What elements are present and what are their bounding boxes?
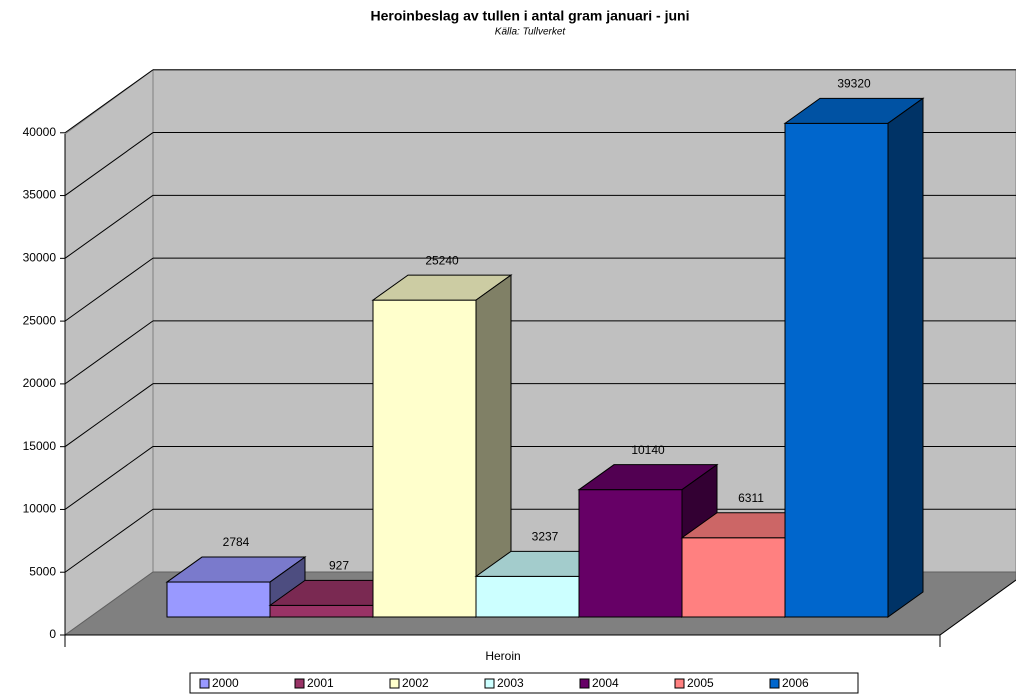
bar-side bbox=[887, 97, 924, 618]
y-tick-label: 40000 bbox=[23, 125, 57, 139]
y-tick-label: 15000 bbox=[23, 439, 57, 453]
legend-label: 2003 bbox=[497, 676, 524, 690]
bar bbox=[578, 489, 683, 618]
value-label: 927 bbox=[329, 559, 349, 573]
y-tick-label: 5000 bbox=[29, 564, 56, 578]
bar bbox=[681, 537, 786, 618]
value-label: 2784 bbox=[223, 535, 250, 549]
value-label: 39320 bbox=[837, 76, 871, 90]
category-label: Heroin bbox=[485, 649, 520, 663]
legend-label: 2002 bbox=[402, 676, 429, 690]
grid-line bbox=[64, 383, 154, 448]
bar bbox=[784, 122, 889, 618]
y-tick-label: 35000 bbox=[23, 188, 57, 202]
legend-label: 2005 bbox=[687, 676, 714, 690]
grid-line bbox=[64, 257, 154, 322]
legend-label: 2001 bbox=[307, 676, 334, 690]
y-tick-label: 25000 bbox=[23, 313, 57, 327]
legend-swatch bbox=[674, 678, 685, 689]
grid-line bbox=[64, 194, 154, 259]
legend bbox=[189, 672, 859, 694]
grid-line bbox=[64, 446, 154, 510]
chart-title: Heroinbeslag av tullen i antal gram janu… bbox=[371, 8, 690, 24]
value-label: 25240 bbox=[425, 253, 459, 267]
y-tick-label: 0 bbox=[49, 627, 56, 641]
bar bbox=[166, 581, 271, 618]
legend-swatch bbox=[199, 678, 210, 689]
y-tick-label: 30000 bbox=[23, 251, 57, 265]
grid-line bbox=[64, 320, 154, 385]
bars: 2784 927 25240 3237 10140 6311 39320 bbox=[165, 76, 925, 618]
legend-swatch bbox=[579, 678, 590, 689]
floor-edge bbox=[939, 579, 1016, 636]
legend-swatch bbox=[769, 678, 780, 689]
legend-label: 2006 bbox=[782, 676, 809, 690]
legend-items: 2000 2001 2002 2003 2004 2005 2006 bbox=[199, 676, 809, 690]
y-tick-label: 10000 bbox=[23, 502, 57, 516]
chart-subtitle: Källa: Tullverket bbox=[495, 27, 567, 38]
grid-line bbox=[64, 69, 154, 134]
legend-label: 2000 bbox=[212, 676, 239, 690]
bar bbox=[475, 575, 580, 618]
grid-line bbox=[64, 132, 154, 196]
value-label: 10140 bbox=[631, 443, 665, 457]
legend-swatch bbox=[294, 678, 305, 689]
value-label: 3237 bbox=[532, 530, 559, 544]
value-label: 6311 bbox=[738, 491, 764, 505]
y-tick-label: 20000 bbox=[23, 376, 57, 390]
legend-swatch bbox=[389, 678, 400, 689]
bar bbox=[269, 604, 374, 618]
legend-label: 2004 bbox=[592, 676, 619, 690]
grid-line bbox=[64, 508, 154, 573]
legend-swatch bbox=[484, 678, 495, 689]
bar bbox=[372, 299, 477, 618]
